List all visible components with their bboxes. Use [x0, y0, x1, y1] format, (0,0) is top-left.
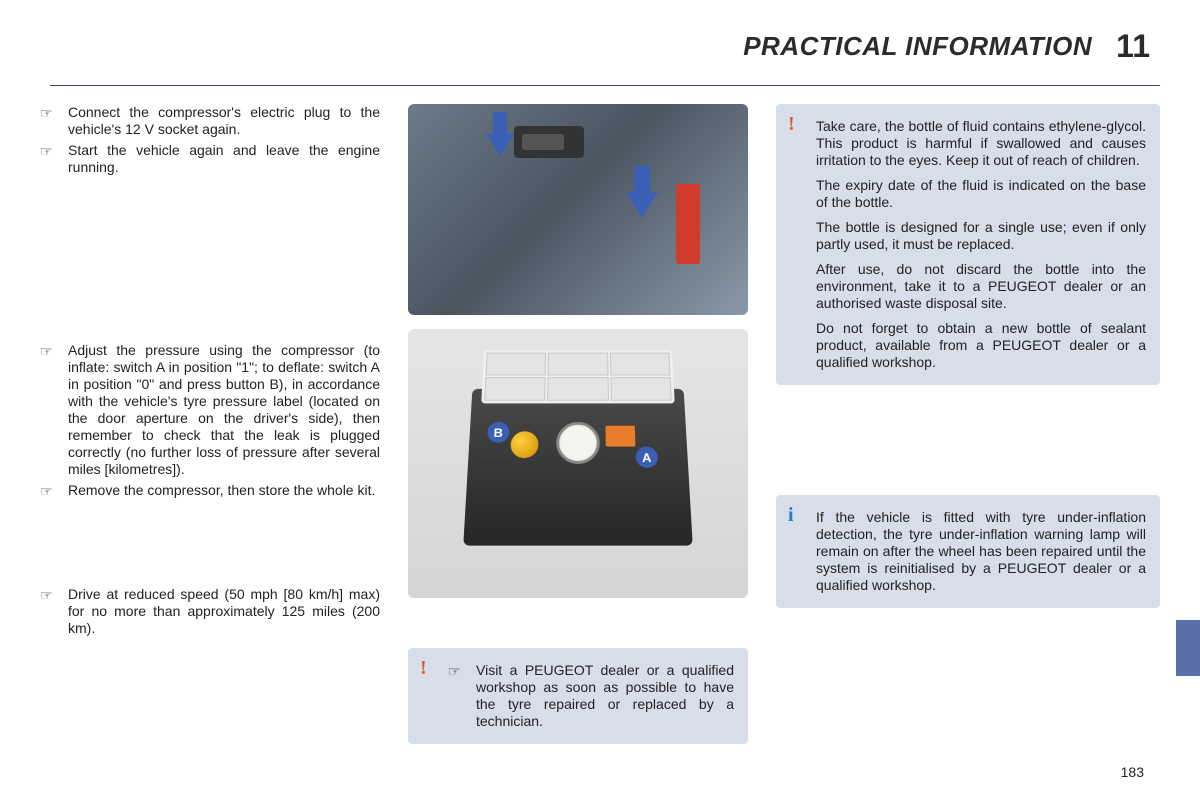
instruction-text: Remove the compressor, then store the wh…: [68, 482, 380, 500]
bullet-group-bot: ☞ Drive at reduced speed (50 mph [80 km/…: [40, 586, 380, 641]
compressor-illustration: B A: [463, 388, 693, 545]
page-header: PRACTICAL INFORMATION 11: [40, 28, 1160, 65]
arrow-down-icon: [626, 192, 658, 218]
instruction-text: Start the vehicle again and leave the en…: [68, 142, 380, 176]
switch-icon: [605, 425, 635, 446]
warning-box-fluid: ! Take care, the bottle of fluid contain…: [776, 104, 1160, 385]
warning-paragraph: The bottle is designed for a single use;…: [816, 219, 1146, 253]
bullet-group-mid: ☞ Adjust the pressure using the compress…: [40, 342, 380, 504]
list-item: ☞ Start the vehicle again and leave the …: [40, 142, 380, 176]
warning-icon: !: [788, 116, 795, 133]
page-number: 183: [1121, 764, 1144, 780]
middle-column: B A ! ☞ Visit a PEUGEOT dealer or a qual…: [408, 104, 748, 744]
list-item: ☞ Drive at reduced speed (50 mph [80 km/…: [40, 586, 380, 637]
chapter-number: 11: [1116, 28, 1150, 65]
info-paragraph: If the vehicle is fitted with tyre under…: [816, 509, 1146, 594]
warning-icon: !: [420, 660, 427, 677]
header-divider: [50, 85, 1160, 86]
list-item: ☞ Connect the compressor's electric plug…: [40, 104, 380, 138]
pointer-icon: ☞: [40, 586, 58, 637]
instruction-text: Connect the compressor's electric plug t…: [68, 104, 380, 138]
pointer-icon: ☞: [40, 142, 58, 176]
warning-paragraph: Do not forget to obtain a new bottle of …: [816, 320, 1146, 371]
manual-page: PRACTICAL INFORMATION 11 ☞ Connect the c…: [0, 0, 1200, 800]
figure-compressor: B A: [408, 329, 748, 598]
label-b-badge: B: [487, 422, 510, 443]
figure-ignition-socket: [408, 104, 748, 315]
list-item: ☞ Adjust the pressure using the compress…: [40, 342, 380, 478]
instruction-text: Drive at reduced speed (50 mph [80 km/h]…: [68, 586, 380, 637]
pointer-icon: ☞: [40, 104, 58, 138]
bullet-group-top: ☞ Connect the compressor's electric plug…: [40, 104, 380, 180]
compressor-top-panel: [481, 350, 675, 403]
list-item: ☞ Remove the compressor, then store the …: [40, 482, 380, 500]
section-tab: [1176, 620, 1200, 676]
info-icon: i: [788, 507, 794, 524]
list-item: ☞ Visit a PEUGEOT dealer or a qualified …: [448, 662, 734, 730]
right-column: ! Take care, the bottle of fluid contain…: [776, 104, 1160, 744]
yellow-knob-icon: [510, 431, 538, 458]
pressure-gauge-icon: [556, 422, 600, 464]
arrow-down-icon: [486, 134, 514, 156]
label-a-badge: A: [635, 446, 658, 467]
pointer-icon: ☞: [40, 342, 58, 478]
page-title: PRACTICAL INFORMATION: [743, 31, 1092, 62]
warning-paragraph: Take care, the bottle of fluid contains …: [816, 118, 1146, 169]
warning-paragraph: The expiry date of the fluid is indicate…: [816, 177, 1146, 211]
warning-paragraph: After use, do not discard the bottle int…: [816, 261, 1146, 312]
instruction-text: Adjust the pressure using the compressor…: [68, 342, 380, 478]
info-box-visit-dealer: ! ☞ Visit a PEUGEOT dealer or a qualifie…: [408, 648, 748, 744]
left-column: ☞ Connect the compressor's electric plug…: [40, 104, 380, 744]
content-columns: ☞ Connect the compressor's electric plug…: [40, 104, 1160, 744]
car-key-icon: [514, 126, 584, 158]
pointer-icon: ☞: [448, 662, 466, 730]
info-text: Visit a PEUGEOT dealer or a qualified wo…: [476, 662, 734, 730]
pointer-icon: ☞: [40, 482, 58, 500]
info-box-tyre-detection: i If the vehicle is fitted with tyre und…: [776, 495, 1160, 608]
